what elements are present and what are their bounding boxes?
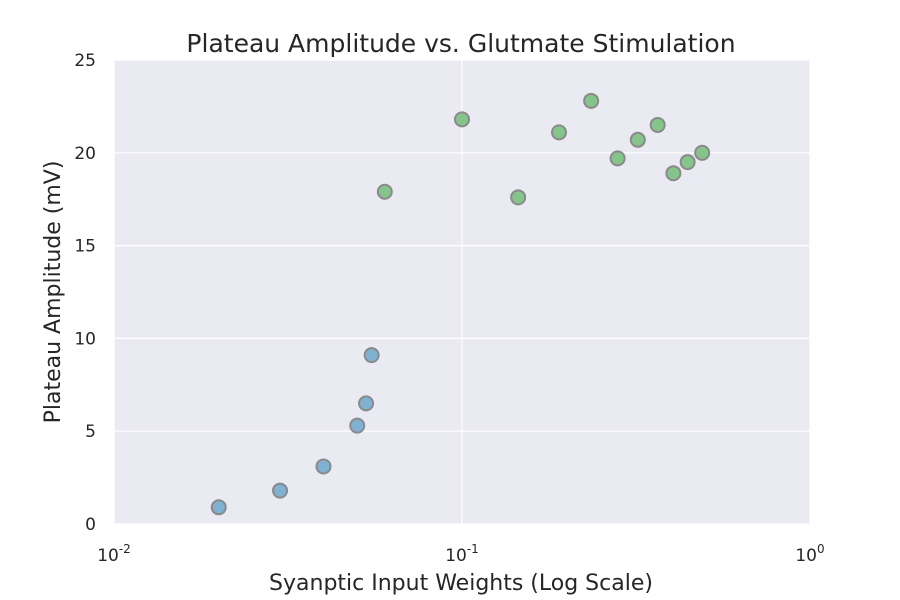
scatter-point bbox=[629, 131, 646, 148]
y-tick-label: 5 bbox=[85, 422, 96, 442]
scatter-point bbox=[583, 92, 600, 109]
y-tick-label: 10 bbox=[74, 329, 96, 349]
scatter-point bbox=[679, 154, 696, 171]
y-axis-label: Plateau Amplitude (mV) bbox=[41, 161, 66, 424]
scatter-point bbox=[694, 144, 711, 161]
scatter-point bbox=[649, 116, 666, 133]
y-tick-label: 20 bbox=[74, 144, 96, 164]
scatter-point bbox=[551, 124, 568, 141]
tick-labels: 0 5 10 15 20 25 10-2 10-1 100 bbox=[74, 51, 824, 566]
scatter-point bbox=[272, 482, 289, 499]
scatter-point bbox=[609, 150, 626, 167]
scatter-point bbox=[510, 189, 527, 206]
scatter-point bbox=[376, 183, 393, 200]
chart-title: Plateau Amplitude vs. Glutmate Stimulati… bbox=[186, 29, 735, 58]
x-axis-label: Syanptic Input Weights (Log Scale) bbox=[269, 571, 653, 596]
scatter-point bbox=[349, 417, 366, 434]
data-points bbox=[210, 92, 711, 516]
x-tick-label: 100 bbox=[795, 542, 824, 566]
gridlines bbox=[113, 59, 811, 525]
y-tick-label: 0 bbox=[85, 515, 96, 535]
x-tick-label: 10-2 bbox=[97, 542, 131, 566]
scatter-point bbox=[315, 458, 332, 475]
scatter-point bbox=[665, 165, 682, 182]
y-tick-label: 15 bbox=[74, 237, 96, 257]
scatter-point bbox=[210, 499, 227, 516]
scatter-point bbox=[363, 347, 380, 364]
scatter-point bbox=[358, 395, 375, 412]
x-tick-label: 10-1 bbox=[445, 542, 479, 566]
y-tick-label: 25 bbox=[74, 51, 96, 71]
scatter-point bbox=[454, 111, 470, 128]
